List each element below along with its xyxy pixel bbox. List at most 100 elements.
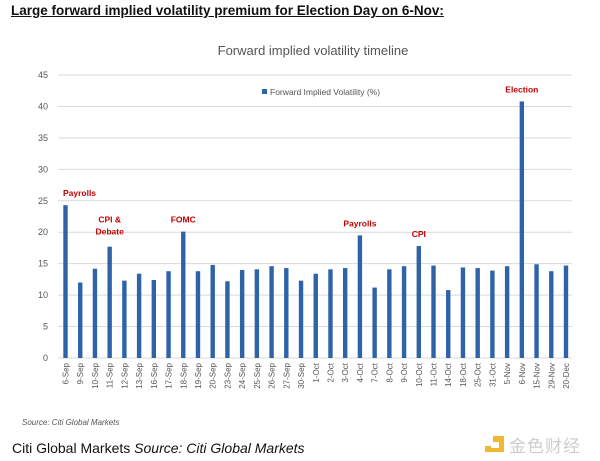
- y-tick-label: 15: [38, 259, 48, 269]
- bar: [549, 271, 554, 358]
- bar: [92, 268, 98, 358]
- y-tick-label: 25: [38, 196, 48, 206]
- bar: [181, 231, 186, 358]
- annotation-label: Payrolls: [343, 218, 376, 228]
- x-tick-label: 23-Sep: [223, 362, 232, 388]
- bar: [195, 271, 201, 358]
- x-tick-label: 17-Sep: [165, 362, 174, 388]
- x-tick-label: 13-Sep: [135, 362, 144, 388]
- bar: [357, 235, 363, 358]
- y-tick-label: 20: [38, 227, 48, 237]
- bar: [475, 268, 480, 358]
- bar: [284, 268, 289, 358]
- bar: [151, 280, 157, 358]
- x-tick-label: 12-Sep: [120, 362, 129, 388]
- y-tick-label: 10: [38, 290, 48, 300]
- y-tick-label: 30: [38, 164, 48, 174]
- bar: [136, 273, 142, 358]
- x-tick-label: 16-Sep: [150, 362, 159, 388]
- bar: [460, 267, 466, 358]
- bar: [269, 266, 274, 358]
- bar: [225, 281, 230, 358]
- bar: [210, 264, 215, 358]
- bar: [563, 265, 569, 358]
- y-tick-label: 0: [43, 353, 48, 363]
- watermark: 金色财经: [485, 432, 581, 457]
- chart: Forward implied volatility timeline Forw…: [38, 43, 572, 389]
- bar: [313, 273, 318, 358]
- x-tick-label: 24-Sep: [238, 362, 247, 388]
- annotation-label: Election: [505, 84, 538, 94]
- legend-label: Forward Implied Volatility (%): [270, 87, 380, 97]
- bar: [519, 101, 525, 358]
- bar: [431, 265, 436, 358]
- y-tick-label: 45: [38, 70, 48, 80]
- bar: [387, 269, 392, 358]
- bar: [342, 268, 348, 358]
- chart-title: Forward implied volatility timeline: [218, 43, 409, 58]
- x-tick-label: 2-Oct: [326, 362, 335, 382]
- x-tick-label: 10-Oct: [415, 362, 424, 387]
- x-tick-label: 14-Oct: [444, 362, 453, 387]
- bar: [490, 270, 495, 358]
- bar: [372, 287, 377, 358]
- headline: Large forward implied volatility premium…: [11, 3, 444, 18]
- x-tick-label: 15-Nov: [533, 363, 542, 389]
- bar: [78, 282, 83, 358]
- annotation-label: Payrolls: [63, 188, 96, 198]
- x-tick-label: 27-Sep: [282, 362, 291, 388]
- y-tick-label: 5: [43, 322, 48, 332]
- x-tick-label: 4-Oct: [356, 362, 365, 382]
- bar: [401, 266, 407, 358]
- x-tick-label: 20-Sep: [209, 362, 218, 388]
- caption: Citi Global Markets Source: Citi Global …: [12, 440, 305, 456]
- bar: [254, 269, 260, 358]
- bar: [239, 269, 245, 358]
- x-tick-label: 5-Nov: [503, 363, 512, 384]
- annotation-label: CPI &: [98, 215, 121, 225]
- x-tick-label: 9-Sep: [76, 362, 85, 384]
- headline-text: Large forward implied volatility premium…: [11, 3, 440, 18]
- annotation-label: CPI: [412, 229, 426, 239]
- x-tick-label: 3-Oct: [341, 362, 350, 382]
- legend-swatch: [262, 89, 267, 94]
- bar: [63, 205, 68, 358]
- y-tick-label: 35: [38, 133, 48, 143]
- x-tick-label: 26-Sep: [268, 362, 277, 388]
- x-tick-label: 11-Oct: [430, 362, 439, 386]
- source-note: Source: Citi Global Markets: [22, 418, 120, 427]
- x-tick-label: 6-Nov: [518, 363, 527, 384]
- bar: [446, 290, 451, 358]
- caption-source: Source: Citi Global Markets: [134, 440, 305, 456]
- watermark-logo-icon: [485, 435, 505, 454]
- bar: [166, 271, 171, 358]
- bar: [504, 266, 510, 358]
- x-tick-label: 8-Oct: [385, 362, 394, 382]
- watermark-text: 金色财经: [509, 437, 581, 456]
- x-tick-label: 30-Sep: [297, 362, 306, 388]
- x-tick-label: 9-Oct: [400, 362, 409, 382]
- x-tick-label: 19-Sep: [194, 362, 203, 388]
- x-tick-label: 31-Oct: [488, 362, 497, 387]
- bar: [107, 246, 112, 358]
- x-tick-label: 18-Sep: [179, 362, 188, 388]
- bar: [534, 264, 539, 358]
- x-tick-label: 6-Sep: [62, 362, 71, 384]
- bar: [328, 269, 333, 358]
- x-tick-label: 18-Oct: [459, 362, 468, 387]
- annotation-label: FOMC: [171, 215, 196, 225]
- annotation-label: Debate: [95, 227, 124, 237]
- x-tick-label: 25-Oct: [474, 362, 483, 387]
- x-tick-label: 25-Sep: [253, 362, 262, 388]
- x-tick-label: 20-Dec: [562, 363, 571, 389]
- x-tick-label: 1-Oct: [312, 362, 321, 382]
- x-tick-label: 7-Oct: [371, 362, 380, 382]
- caption-prefix: Citi Global Markets: [12, 440, 135, 456]
- x-tick-label: 10-Sep: [91, 362, 100, 388]
- y-tick-label: 40: [38, 101, 48, 111]
- bar: [122, 280, 127, 358]
- headline-colon: :: [439, 3, 444, 18]
- x-tick-label: 29-Nov: [547, 363, 556, 389]
- bar: [416, 246, 421, 358]
- bar: [298, 280, 304, 358]
